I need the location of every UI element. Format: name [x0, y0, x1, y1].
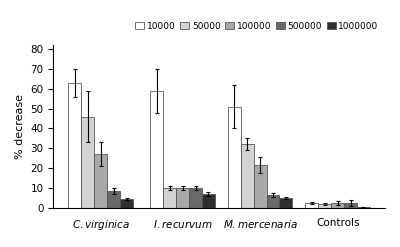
Bar: [120, 199, 133, 208]
Bar: [280, 198, 292, 208]
Bar: [331, 203, 344, 208]
Bar: [189, 188, 202, 208]
Legend: 10000, 50000, 100000, 500000, 1000000: 10000, 50000, 100000, 500000, 1000000: [133, 20, 380, 32]
Bar: [241, 144, 254, 208]
Bar: [163, 188, 176, 208]
Y-axis label: % decrease: % decrease: [15, 94, 25, 159]
Bar: [344, 203, 357, 208]
Bar: [150, 91, 163, 208]
Bar: [68, 82, 81, 208]
Bar: [94, 154, 107, 208]
Bar: [81, 117, 94, 208]
Bar: [357, 207, 370, 208]
Bar: [176, 188, 189, 208]
Bar: [254, 165, 266, 208]
Bar: [202, 194, 215, 208]
Bar: [305, 203, 318, 208]
Bar: [228, 106, 241, 208]
Bar: [318, 204, 331, 208]
Bar: [107, 191, 120, 208]
Bar: [266, 195, 280, 208]
